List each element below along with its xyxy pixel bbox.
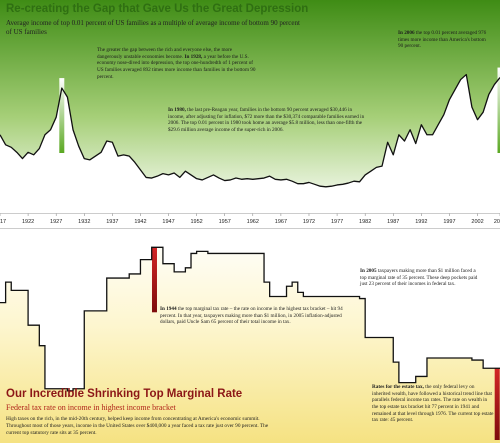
year-tick-label: 1997: [443, 219, 455, 225]
year-tick-label: 1977: [331, 219, 343, 225]
year-tick-label: 1972: [303, 219, 315, 225]
highlight-bar-2006: [497, 67, 500, 153]
annotation-1944-text: the top marginal tax rate – the rate on …: [160, 306, 343, 326]
year-axis: 1917 1922 1927 1932 1937 1942 1947 1952 1957 1962…: [0, 213, 500, 225]
year-tick-label: 1917: [0, 219, 6, 225]
year-tick-label: 1962: [247, 219, 259, 225]
gap-series-line: [0, 73, 500, 188]
year-tick-label: 2006: [494, 219, 500, 225]
year-tick-label: 1952: [191, 219, 203, 225]
axis-band: [0, 213, 500, 229]
annotation-1980-year: In 1980,: [168, 107, 186, 113]
annotation-1944-year: In 1944: [160, 306, 177, 312]
gap-chart-title: Re-creating the Gap that Gave Us the Gre…: [6, 3, 309, 15]
year-tick-label: 1922: [22, 219, 34, 225]
footer-text: High taxes on the rich, in the mid-20th …: [6, 416, 269, 436]
gap-chart-subtitle: Average income of top 0.01 percent of US…: [6, 19, 300, 36]
gap-chart: [0, 67, 500, 213]
year-tick-label: 1937: [106, 219, 118, 225]
tax-area-mask: [0, 229, 500, 391]
year-tick-label: 1957: [219, 219, 231, 225]
annotation-2005-year: In 2005: [360, 268, 377, 274]
year-tick-label: 1982: [359, 219, 371, 225]
year-tick-label: 1932: [78, 219, 90, 225]
highlight-bar-1928: [59, 78, 65, 153]
estate-tax-heading: Rates for the estate tax,: [372, 384, 424, 390]
annotation-2005: In 2005 taxpayers making more than $1 mi…: [360, 268, 482, 288]
year-tick-label: 1967: [275, 219, 287, 225]
estate-tax-text: the only federal levy on inherited wealt…: [372, 384, 494, 424]
year-tick-label: 1942: [134, 219, 146, 225]
tax-rate-line: [0, 246, 500, 392]
annotation-2006-text: the top 0.01 percent averaged 976 times …: [398, 30, 487, 50]
annotation-1980-text: the last pre-Reagan year, families in th…: [168, 107, 365, 133]
tax-rate-chart: [0, 229, 500, 440]
year-tick-label: 2002: [471, 219, 483, 225]
year-tick-label: 1927: [50, 219, 62, 225]
annotation-2006: In 2006 the top 0.01 percent averaged 97…: [398, 30, 490, 50]
annotation-2005-text: taxpayers making more than $1 million fa…: [360, 268, 478, 288]
year-tick-label: 1992: [415, 219, 427, 225]
annotation-1928-text: a year before the U.S. economy nose-dive…: [97, 53, 256, 80]
annotation-2006-year: In 2006: [398, 30, 415, 36]
annotation-1928: The greater the gap between the rich and…: [97, 47, 257, 80]
highlight-bar-1944: [151, 247, 157, 313]
estate-tax-note: Rates for the estate tax, the only feder…: [372, 384, 494, 424]
annotation-1928-year: In 1928,: [184, 53, 203, 60]
highlight-bar-2005: [494, 368, 500, 440]
annotation-1980: In 1980, the last pre-Reagan year, famil…: [168, 107, 368, 134]
annotation-1944: In 1944 the top marginal tax rate – the …: [160, 306, 352, 326]
tax-chart-subtitle: Federal tax rate on income in highest in…: [6, 403, 176, 412]
annotation-1928-lead: The greater the gap between the rich and…: [97, 47, 233, 60]
year-tick-label: 1947: [162, 219, 174, 225]
tax-chart-title: Our Incredible Shrinking Top Marginal Ra…: [6, 388, 243, 400]
gap-area-fill: [0, 74, 500, 213]
year-tick-label: 1987: [387, 219, 399, 225]
